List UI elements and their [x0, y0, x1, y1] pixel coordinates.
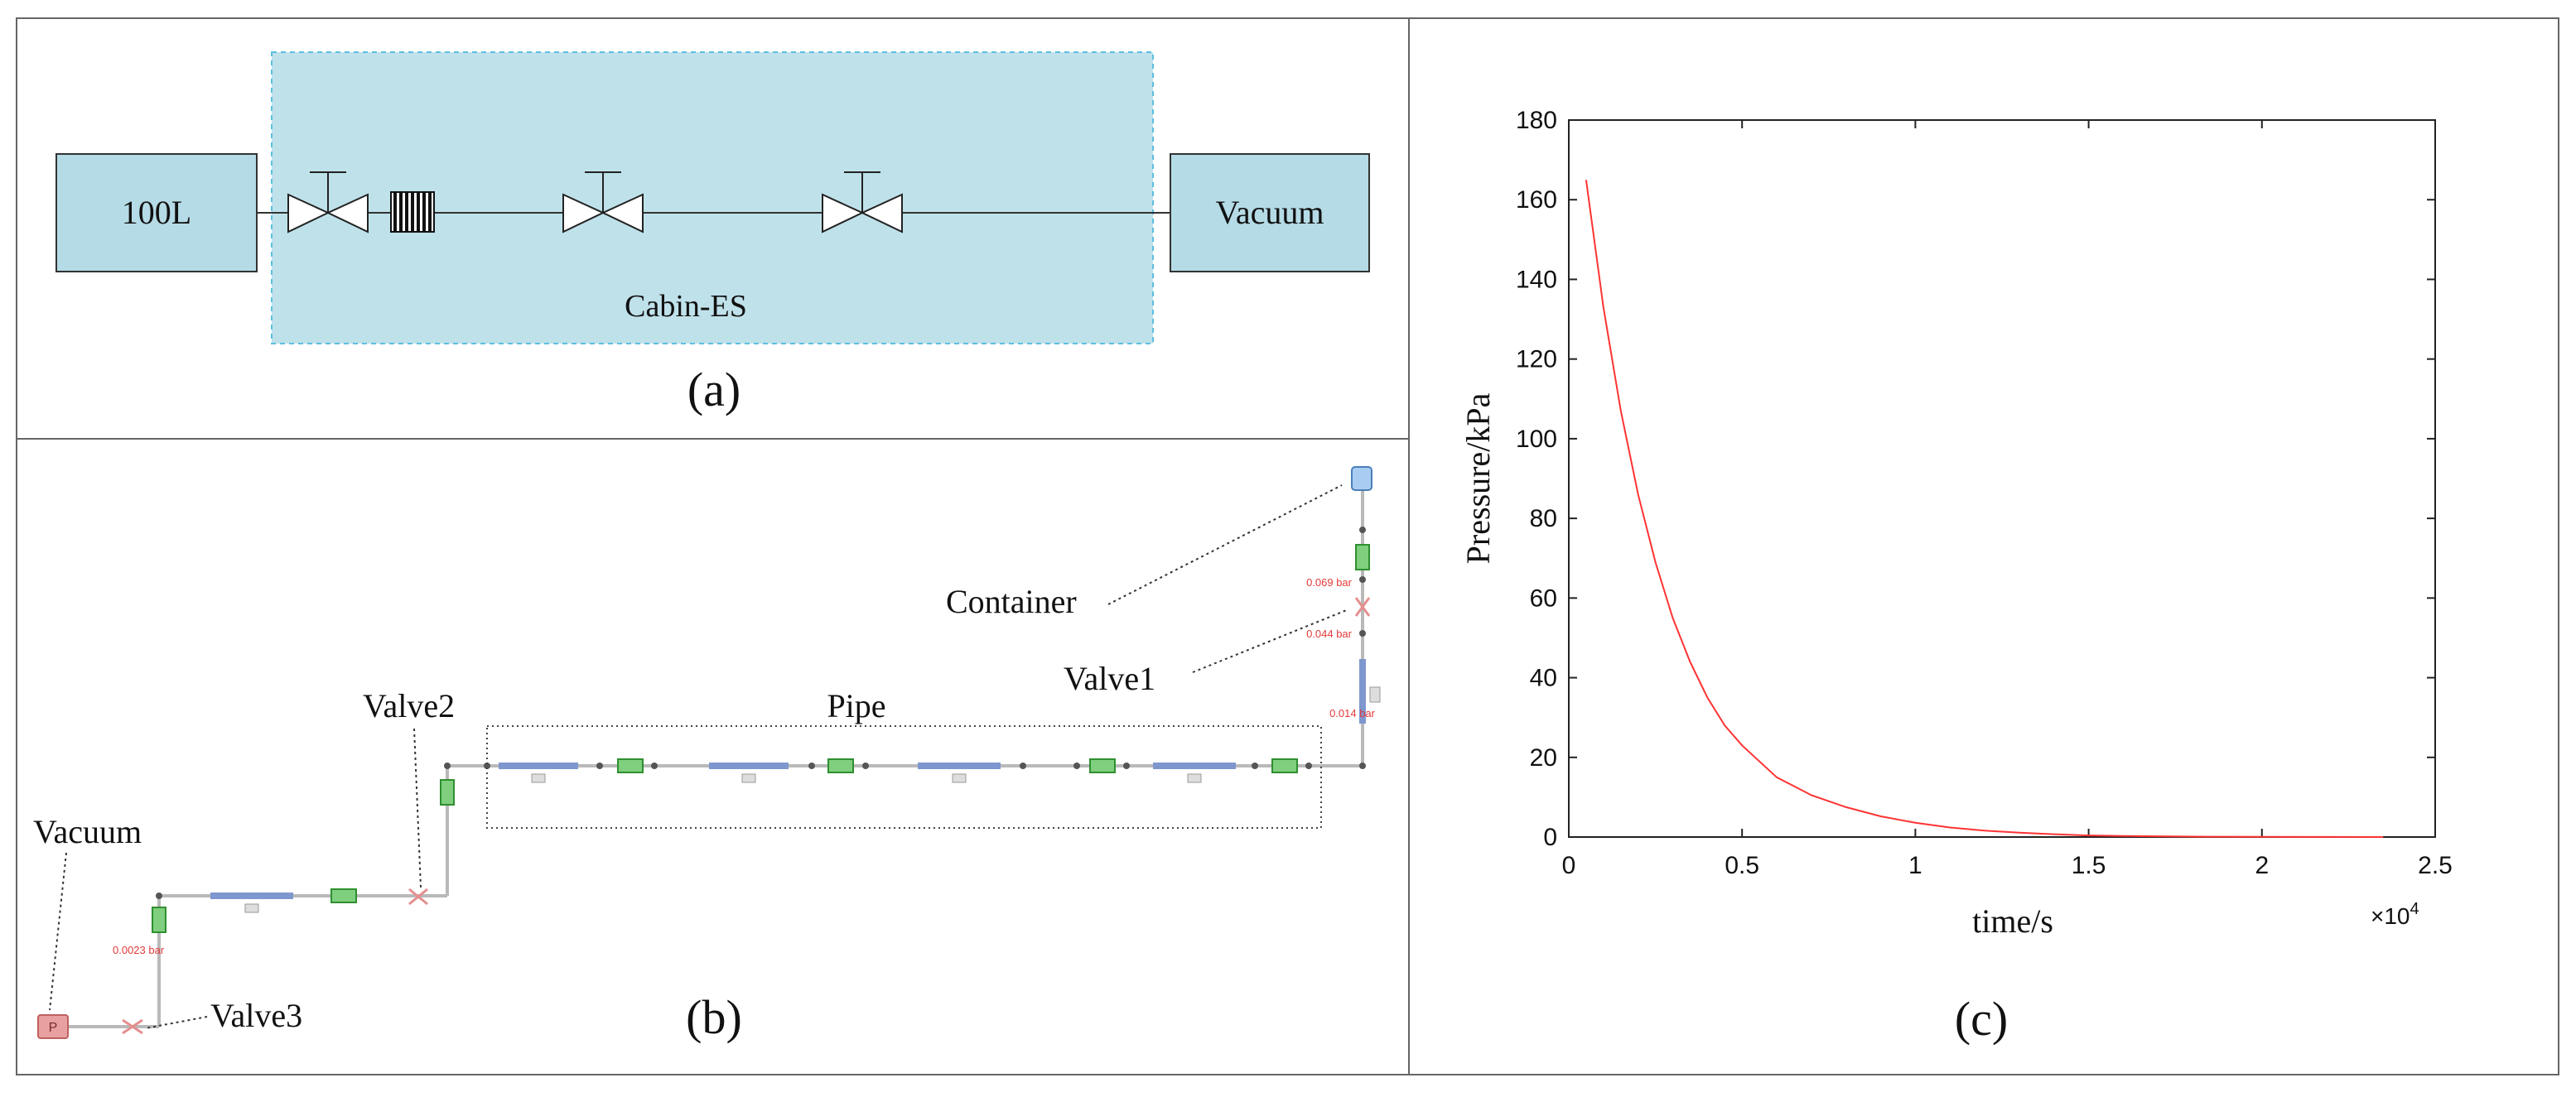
y-tick-label: 120 — [1516, 346, 1557, 373]
tank-100l-label: 100L — [122, 194, 191, 231]
panel-c-frame — [1408, 17, 2559, 1075]
valve3-icon — [122, 1018, 143, 1035]
panel-b-caption: (b) — [686, 990, 742, 1044]
pipe-segment — [499, 763, 578, 783]
pipe-segment — [918, 763, 1001, 783]
valve2-icon — [408, 888, 428, 906]
valve2-label: Valve2 — [363, 687, 455, 724]
x-tick-label: 1 — [1908, 852, 1922, 879]
x-exponent-prefix: ×10 — [2371, 903, 2410, 929]
node-dot — [156, 527, 1366, 899]
valve-icon — [287, 171, 369, 233]
tick-group: 0 0.5 1 1.5 2 2.5 0 20 40 60 80 100 120 140 160 180 — [1516, 107, 2453, 879]
pipe-label: Pipe — [827, 687, 885, 724]
readout-label: 0.014 bar — [1329, 707, 1376, 719]
pipe-network — [55, 480, 1364, 1028]
x-tick-label: 0.5 — [1725, 852, 1759, 879]
y-tick-label: 0 — [1543, 824, 1557, 851]
readout-label: 0.044 bar — [1306, 628, 1353, 640]
vacuum-icon-symbol: P — [49, 1021, 58, 1035]
x-exponent: ×104 — [2371, 900, 2419, 929]
readout-label: 0.069 bar — [1306, 576, 1353, 589]
panel-b: P 0.069 bar 0.044 bar 0.014 bar 0.0023 b… — [33, 466, 1381, 1044]
y-tick-label: 160 — [1516, 186, 1557, 214]
leader-lines — [49, 484, 1349, 1029]
panel-c-caption: (c) — [1955, 992, 2008, 1046]
container-icon — [1351, 466, 1372, 491]
x-tick-label: 2 — [2255, 852, 2269, 879]
valve-icon — [822, 171, 903, 233]
y-tick-label: 60 — [1530, 585, 1557, 612]
panel-a: 100L Vacuum — [55, 51, 1370, 416]
vacuum-label: Vacuum — [33, 813, 142, 850]
panel-a-caption: (a) — [687, 363, 740, 416]
y-tick-label: 180 — [1516, 107, 1557, 134]
panel-c: 0 0.5 1 1.5 2 2.5 0 20 40 60 80 100 120 140 160 180 Pre… — [1459, 107, 2453, 1046]
valve3-label: Valve3 — [210, 997, 302, 1034]
tank-100l-box — [55, 153, 258, 272]
pipe-segment — [1153, 763, 1236, 783]
pressure-curve — [1585, 180, 2384, 838]
y-tick-label: 140 — [1516, 266, 1557, 293]
vacuum-box — [1170, 153, 1370, 272]
vacuum-icon — [37, 1014, 69, 1039]
readout-label: 0.0023 bar — [113, 944, 165, 956]
valve1-label: Valve1 — [1064, 660, 1155, 697]
y-tick-label: 20 — [1530, 744, 1557, 772]
y-axis-label: Pressure/kPa — [1459, 392, 1497, 564]
pipe-region — [486, 725, 1322, 829]
y-tick-label: 80 — [1530, 505, 1557, 532]
cabin-es-label: Cabin-ES — [625, 289, 747, 324]
panel-b-frame — [16, 438, 1410, 1075]
x-tick-label: 2.5 — [2418, 852, 2453, 879]
vacuum-box-label: Vacuum — [1215, 194, 1324, 231]
plot-area — [1568, 119, 2436, 838]
valve1-icon — [1354, 597, 1371, 617]
pipe-segment — [709, 763, 789, 783]
y-tick-label: 100 — [1516, 426, 1557, 453]
y-tick-label: 40 — [1530, 665, 1557, 692]
valve-icon — [562, 171, 644, 233]
pipe-segment — [1359, 659, 1381, 724]
filter-icon — [390, 191, 435, 233]
green-component — [152, 544, 1370, 933]
container-label: Container — [946, 583, 1077, 620]
x-tick-label: 0 — [1562, 852, 1576, 879]
x-tick-label: 1.5 — [2072, 852, 2106, 879]
x-exponent-power: 4 — [2410, 900, 2419, 918]
x-axis-label: time/s — [1972, 902, 2053, 940]
pipe-segment — [210, 893, 293, 913]
